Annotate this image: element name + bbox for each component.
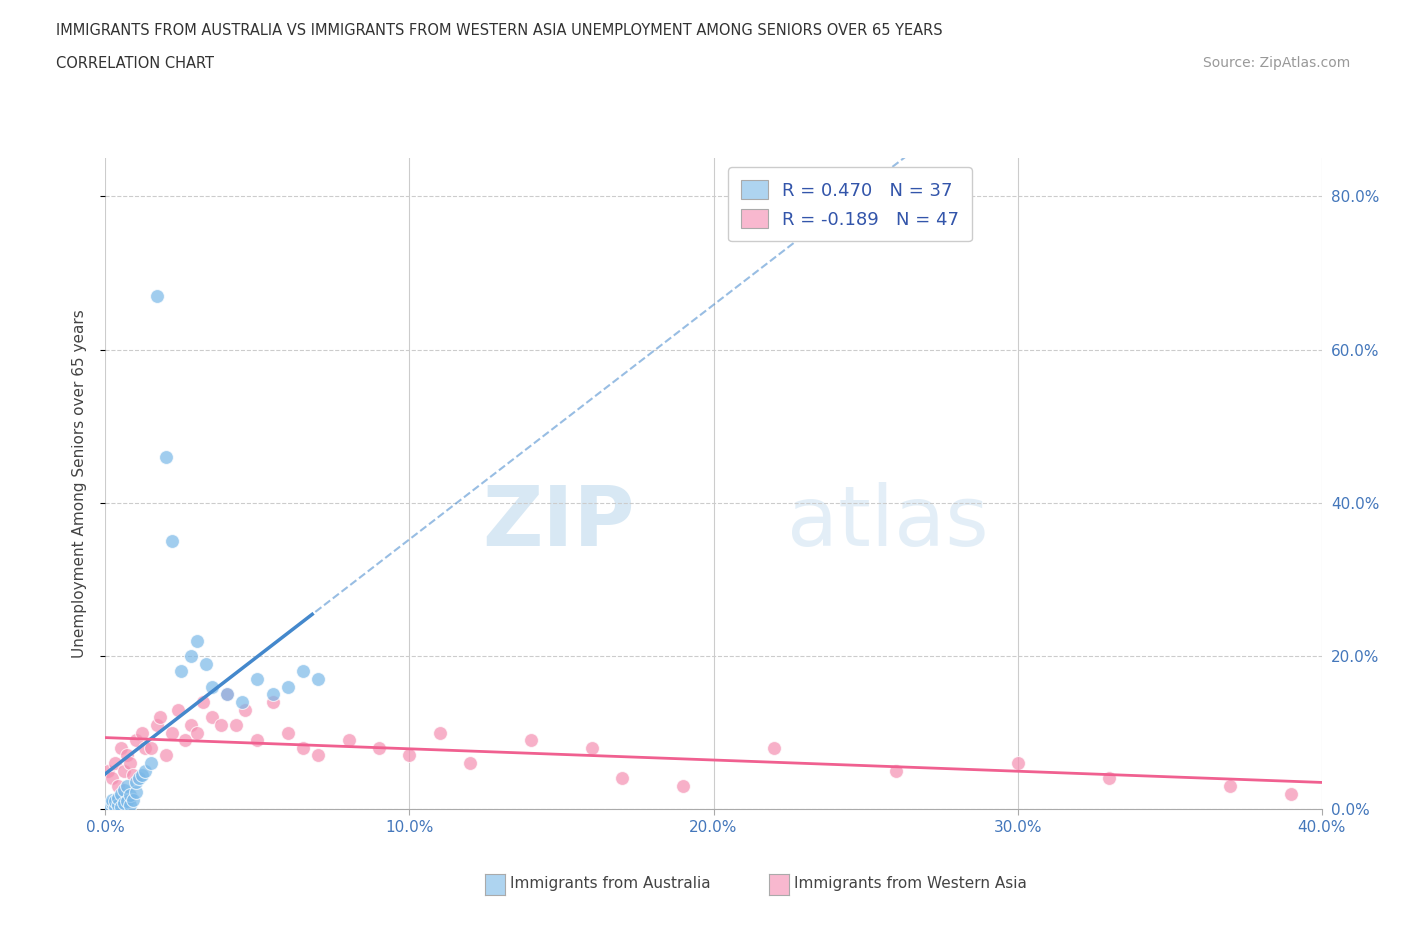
Point [110, 740, 132, 755]
Legend: R = 0.470   N = 37, R = -0.189   N = 47: R = 0.470 N = 37, R = -0.189 N = 47 [728, 167, 972, 241]
Point [134, 740, 156, 755]
Point [115, 748, 138, 763]
Point [277, 679, 299, 694]
Point [262, 686, 284, 701]
Point [112, 782, 135, 797]
Point [429, 725, 451, 740]
Point [307, 748, 329, 763]
Point [112, 764, 135, 778]
Point [763, 740, 786, 755]
Point [115, 794, 138, 809]
Text: ZIP: ZIP [482, 482, 634, 564]
Text: IMMIGRANTS FROM AUSTRALIA VS IMMIGRANTS FROM WESTERN ASIA UNEMPLOYMENT AMONG SEN: IMMIGRANTS FROM AUSTRALIA VS IMMIGRANTS … [56, 23, 943, 38]
Point [217, 686, 239, 701]
Point [134, 764, 156, 778]
Point [672, 778, 695, 793]
Point [180, 717, 202, 732]
Point [458, 756, 481, 771]
Point [139, 740, 162, 755]
Point [118, 798, 141, 813]
Point [149, 710, 172, 724]
Point [131, 725, 153, 740]
Point [107, 778, 129, 793]
Point [884, 764, 907, 778]
Point [520, 733, 543, 748]
Point [262, 695, 284, 710]
Point [246, 733, 269, 748]
Point [155, 449, 177, 464]
Point [277, 725, 299, 740]
Point [107, 790, 129, 805]
Point [103, 756, 125, 771]
Point [139, 756, 162, 771]
Point [115, 778, 138, 793]
Point [118, 788, 141, 803]
Point [368, 740, 391, 755]
Y-axis label: Unemployment Among Seniors over 65 years: Unemployment Among Seniors over 65 years [72, 309, 87, 658]
Point [121, 792, 143, 807]
Point [1279, 787, 1302, 802]
Text: Source: ZipAtlas.com: Source: ZipAtlas.com [1202, 56, 1350, 70]
Point [173, 733, 195, 748]
Point [97, 798, 120, 813]
Point [97, 764, 120, 778]
Point [162, 725, 184, 740]
Point [612, 771, 634, 786]
Point [180, 648, 202, 663]
Point [128, 771, 150, 786]
Point [100, 795, 122, 810]
Point [186, 633, 208, 648]
Point [194, 657, 217, 671]
Point [100, 771, 122, 786]
Point [201, 710, 224, 724]
Point [107, 798, 129, 813]
Point [146, 717, 169, 732]
Point [131, 767, 153, 782]
Point [118, 756, 141, 771]
Point [1219, 778, 1241, 793]
Point [170, 664, 193, 679]
Point [125, 785, 148, 800]
Point [125, 733, 148, 748]
Point [110, 787, 132, 802]
Point [292, 664, 315, 679]
Text: atlas: atlas [786, 482, 988, 564]
Point [1007, 756, 1029, 771]
Point [233, 702, 256, 717]
Point [292, 740, 315, 755]
Point [231, 695, 253, 710]
Point [307, 671, 329, 686]
Point [209, 717, 232, 732]
Point [155, 748, 177, 763]
Text: Immigrants from Western Asia: Immigrants from Western Asia [794, 876, 1028, 891]
Point [112, 795, 135, 810]
Text: CORRELATION CHART: CORRELATION CHART [56, 56, 214, 71]
Point [103, 800, 125, 815]
Point [162, 534, 184, 549]
Point [225, 717, 247, 732]
Point [337, 733, 360, 748]
Point [217, 686, 239, 701]
Point [246, 671, 269, 686]
Point [103, 794, 125, 809]
Point [146, 288, 169, 303]
Point [201, 679, 224, 694]
Point [167, 702, 190, 717]
Point [581, 740, 603, 755]
Point [186, 725, 208, 740]
Point [100, 792, 122, 807]
Point [191, 695, 214, 710]
Point [121, 767, 143, 782]
Point [110, 800, 132, 815]
Point [398, 748, 420, 763]
Point [125, 775, 148, 790]
Point [1098, 771, 1121, 786]
Text: Immigrants from Australia: Immigrants from Australia [510, 876, 711, 891]
